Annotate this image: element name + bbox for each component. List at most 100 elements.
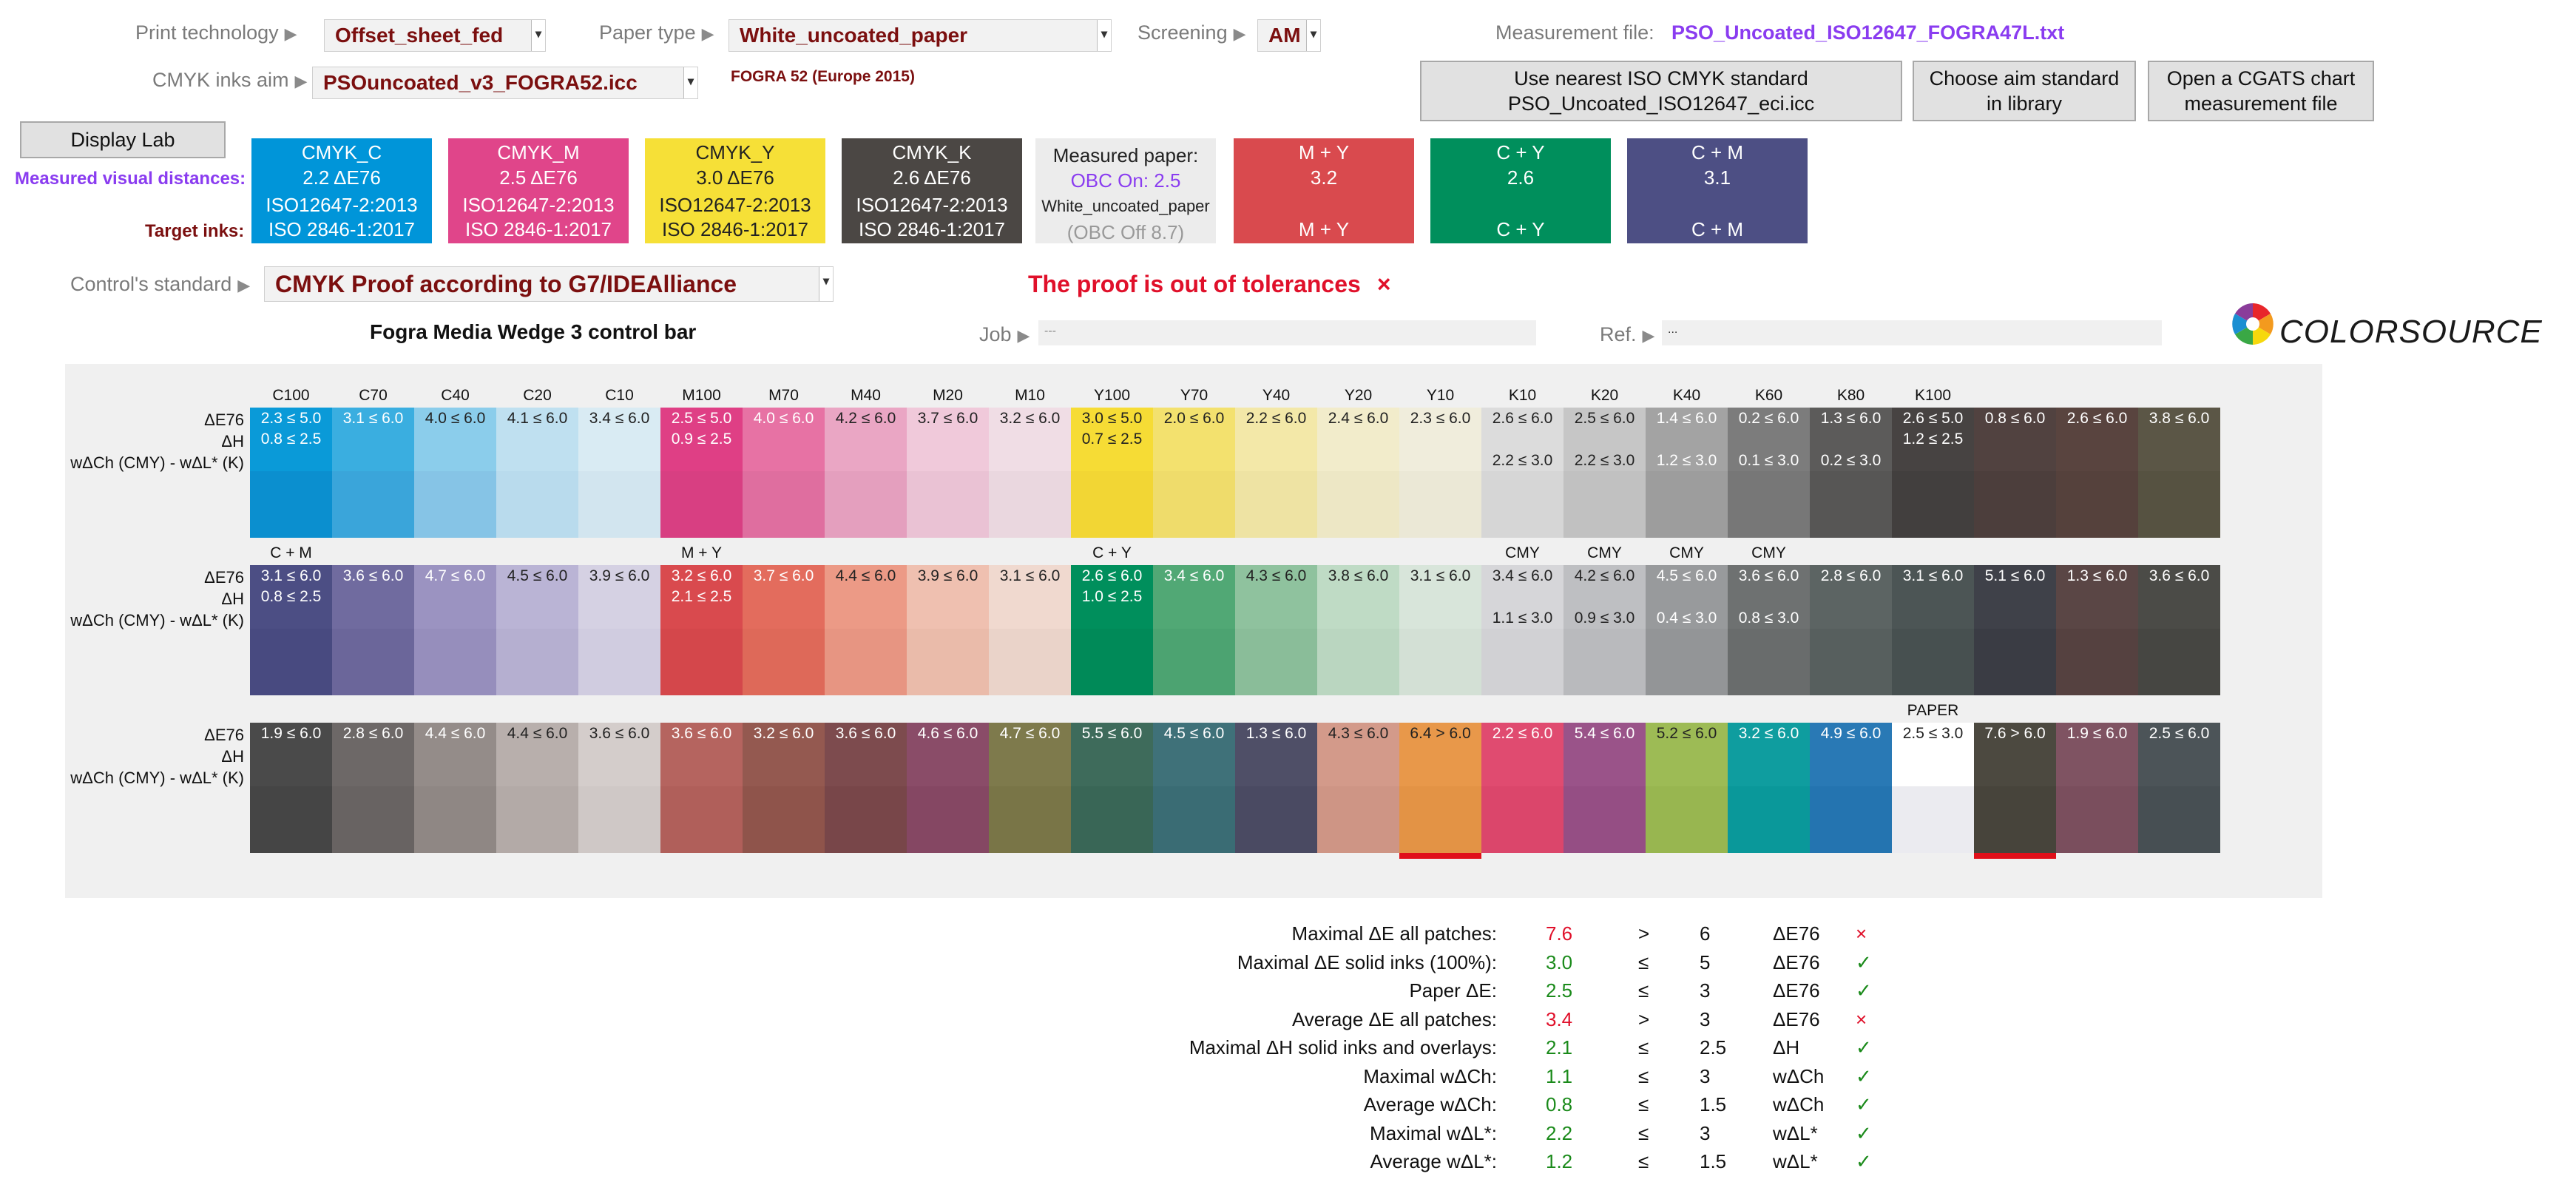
patch-delta-h: 1.0 ≤ 2.5 <box>1081 588 1143 605</box>
color-patch: 2.3 ≤ 5.0 0.8 ≤ 2.5 <box>250 408 332 538</box>
patch-bottom <box>414 786 496 853</box>
summary-limit: 3 <box>1700 1007 1711 1030</box>
color-patch: 2.5 ≤ 3.0 <box>1892 723 1974 853</box>
patch-top <box>1646 565 1728 629</box>
patch-label: Y20 <box>1344 387 1373 404</box>
patch-delta-e: 4.0 ≤ 6.0 <box>753 410 814 427</box>
display-lab-button[interactable]: Display Lab <box>20 121 226 158</box>
overprint-tile-bottom: M + Y <box>1298 218 1350 240</box>
ink-tile-value: 3.0 ΔE76 <box>696 166 774 189</box>
overprint-tile-name: C + Y <box>1496 141 1545 163</box>
patch-delta-e: 3.2 ≤ 6.0 <box>999 410 1061 427</box>
patch-bottom <box>907 471 989 538</box>
patch-delta-e: 3.9 ≤ 6.0 <box>589 567 650 584</box>
patch-bottom <box>496 629 578 695</box>
target-inks-label: Target inks: <box>145 221 245 241</box>
summary-label: Maximal ΔE all patches: <box>1291 922 1497 945</box>
color-patch: 5.1 ≤ 6.0 <box>1974 565 2056 695</box>
patch-delta-e: 4.9 ≤ 6.0 <box>1820 725 1882 742</box>
patch-delta-e: 2.6 ≤ 6.0 <box>1492 410 1553 427</box>
color-patch: 3.9 ≤ 6.0 <box>578 565 660 695</box>
patch-delta-e: 4.0 ≤ 6.0 <box>425 410 486 427</box>
row-label: ΔE76 <box>204 568 244 587</box>
patch-bottom <box>825 471 907 538</box>
patch-delta-e: 3.9 ≤ 6.0 <box>917 567 978 584</box>
patch-top <box>414 723 496 786</box>
patch-bottom <box>332 471 414 538</box>
patch-delta-e: 3.6 ≤ 6.0 <box>589 725 650 742</box>
color-patch: 3.2 ≤ 6.0 <box>743 723 825 853</box>
summary-limit: 3 <box>1700 1064 1711 1087</box>
job-input[interactable]: --- <box>1038 320 1536 345</box>
cmyk-inks-aim-select[interactable]: PSOuncoated_v3_FOGRA52.icc ▾ <box>312 67 698 99</box>
patch-bottom <box>414 629 496 695</box>
summary-unit: wΔCh <box>1773 1064 1825 1087</box>
patch-bottom <box>332 786 414 853</box>
print-technology-label: Print technology ▶ <box>135 21 297 44</box>
color-patch: 6.4 > 6.0 <box>1399 723 1481 853</box>
patch-label: M + Y <box>680 544 723 561</box>
patch-label: K60 <box>1754 387 1783 404</box>
patch-bottom <box>1974 629 2056 695</box>
patch-label: CMY <box>1505 544 1540 561</box>
patch-bottom <box>1399 471 1481 538</box>
patch-top <box>1974 408 2056 471</box>
patch-delta-e: 2.6 ≤ 5.0 <box>1902 410 1964 427</box>
summary-unit: ΔH <box>1773 1036 1800 1059</box>
patch-delta-e: 4.4 ≤ 6.0 <box>507 725 568 742</box>
patch-bottom <box>1563 629 1646 695</box>
chevron-down-icon[interactable]: ▾ <box>1097 20 1111 51</box>
chevron-down-icon[interactable]: ▾ <box>819 267 833 301</box>
patch-top <box>332 565 414 629</box>
patch-delta-h: 2.1 ≤ 2.5 <box>671 588 732 605</box>
patch-bottom <box>250 786 332 853</box>
ref-input[interactable]: ... <box>1662 320 2162 345</box>
choose-aim-button[interactable]: Choose aim standard in library <box>1913 61 2136 121</box>
paper-type-select[interactable]: White_uncoated_paper ▾ <box>728 19 1112 52</box>
patch-delta-e: 3.6 ≤ 6.0 <box>1738 567 1799 584</box>
color-patch: 3.6 ≤ 6.0 0.8 ≤ 3.0 <box>1728 565 1810 695</box>
color-patch: 0.8 ≤ 6.0 <box>1974 408 2056 538</box>
color-patch: 3.9 ≤ 6.0 <box>907 565 989 695</box>
color-patch: 2.5 ≤ 6.0 <box>2138 723 2220 853</box>
chevron-down-icon[interactable]: ▾ <box>1306 20 1320 51</box>
patch-delta-e: 5.4 ≤ 6.0 <box>1574 725 1635 742</box>
patch-top <box>660 565 743 629</box>
open-cgats-button[interactable]: Open a CGATS chart measurement file <box>2148 61 2374 121</box>
row-label: ΔE76 <box>204 411 244 429</box>
row-label: ΔE76 <box>204 726 244 744</box>
control-standard-select[interactable]: CMYK Proof according to G7/IDEAlliance ▾ <box>264 266 834 302</box>
patch-top <box>907 565 989 629</box>
summary-limit: 1.5 <box>1700 1150 1727 1172</box>
print-technology-select[interactable]: Offset_sheet_fed ▾ <box>324 19 546 52</box>
patch-bottom <box>1728 471 1810 538</box>
color-patch: 3.6 ≤ 6.0 <box>2138 565 2220 695</box>
patch-top <box>496 723 578 786</box>
patch-top <box>2138 565 2220 629</box>
screening-select[interactable]: AM ▾ <box>1257 19 1321 52</box>
color-patch: 2.5 ≤ 5.0 0.9 ≤ 2.5 <box>660 408 743 538</box>
patch-label: CMY <box>1587 544 1622 561</box>
patch-bottom <box>1646 629 1728 695</box>
color-patch: 3.4 ≤ 6.0 <box>1153 565 1235 695</box>
patch-top <box>496 565 578 629</box>
patch-bottom <box>332 629 414 695</box>
chevron-down-icon[interactable]: ▾ <box>683 67 697 98</box>
color-patch: 5.4 ≤ 6.0 <box>1563 723 1646 853</box>
row-label: ΔH <box>221 747 244 766</box>
summary-value: 3.0 <box>1546 951 1573 973</box>
overprint-tile-bottom: C + Y <box>1496 218 1545 240</box>
patch-delta-e: 3.6 ≤ 6.0 <box>2149 567 2210 584</box>
patch-bottom <box>1153 786 1235 853</box>
summary-operator: ≤ <box>1638 1064 1649 1087</box>
patch-bottom <box>1563 471 1646 538</box>
use-nearest-standard-button[interactable]: Use nearest ISO CMYK standard PSO_Uncoat… <box>1420 61 1902 121</box>
overprint-tile: M + Y 3.2 M + Y <box>1234 138 1414 243</box>
patch-delta-e: 2.2 ≤ 6.0 <box>1492 725 1553 742</box>
color-patch: 3.6 ≤ 6.0 <box>332 565 414 695</box>
patch-bottom <box>2138 786 2220 853</box>
patch-bottom <box>1481 786 1563 853</box>
patch-delta-e: 0.2 ≤ 6.0 <box>1738 410 1799 427</box>
patch-delta-h: 0.8 ≤ 2.5 <box>260 431 322 448</box>
chevron-down-icon[interactable]: ▾ <box>531 20 545 51</box>
